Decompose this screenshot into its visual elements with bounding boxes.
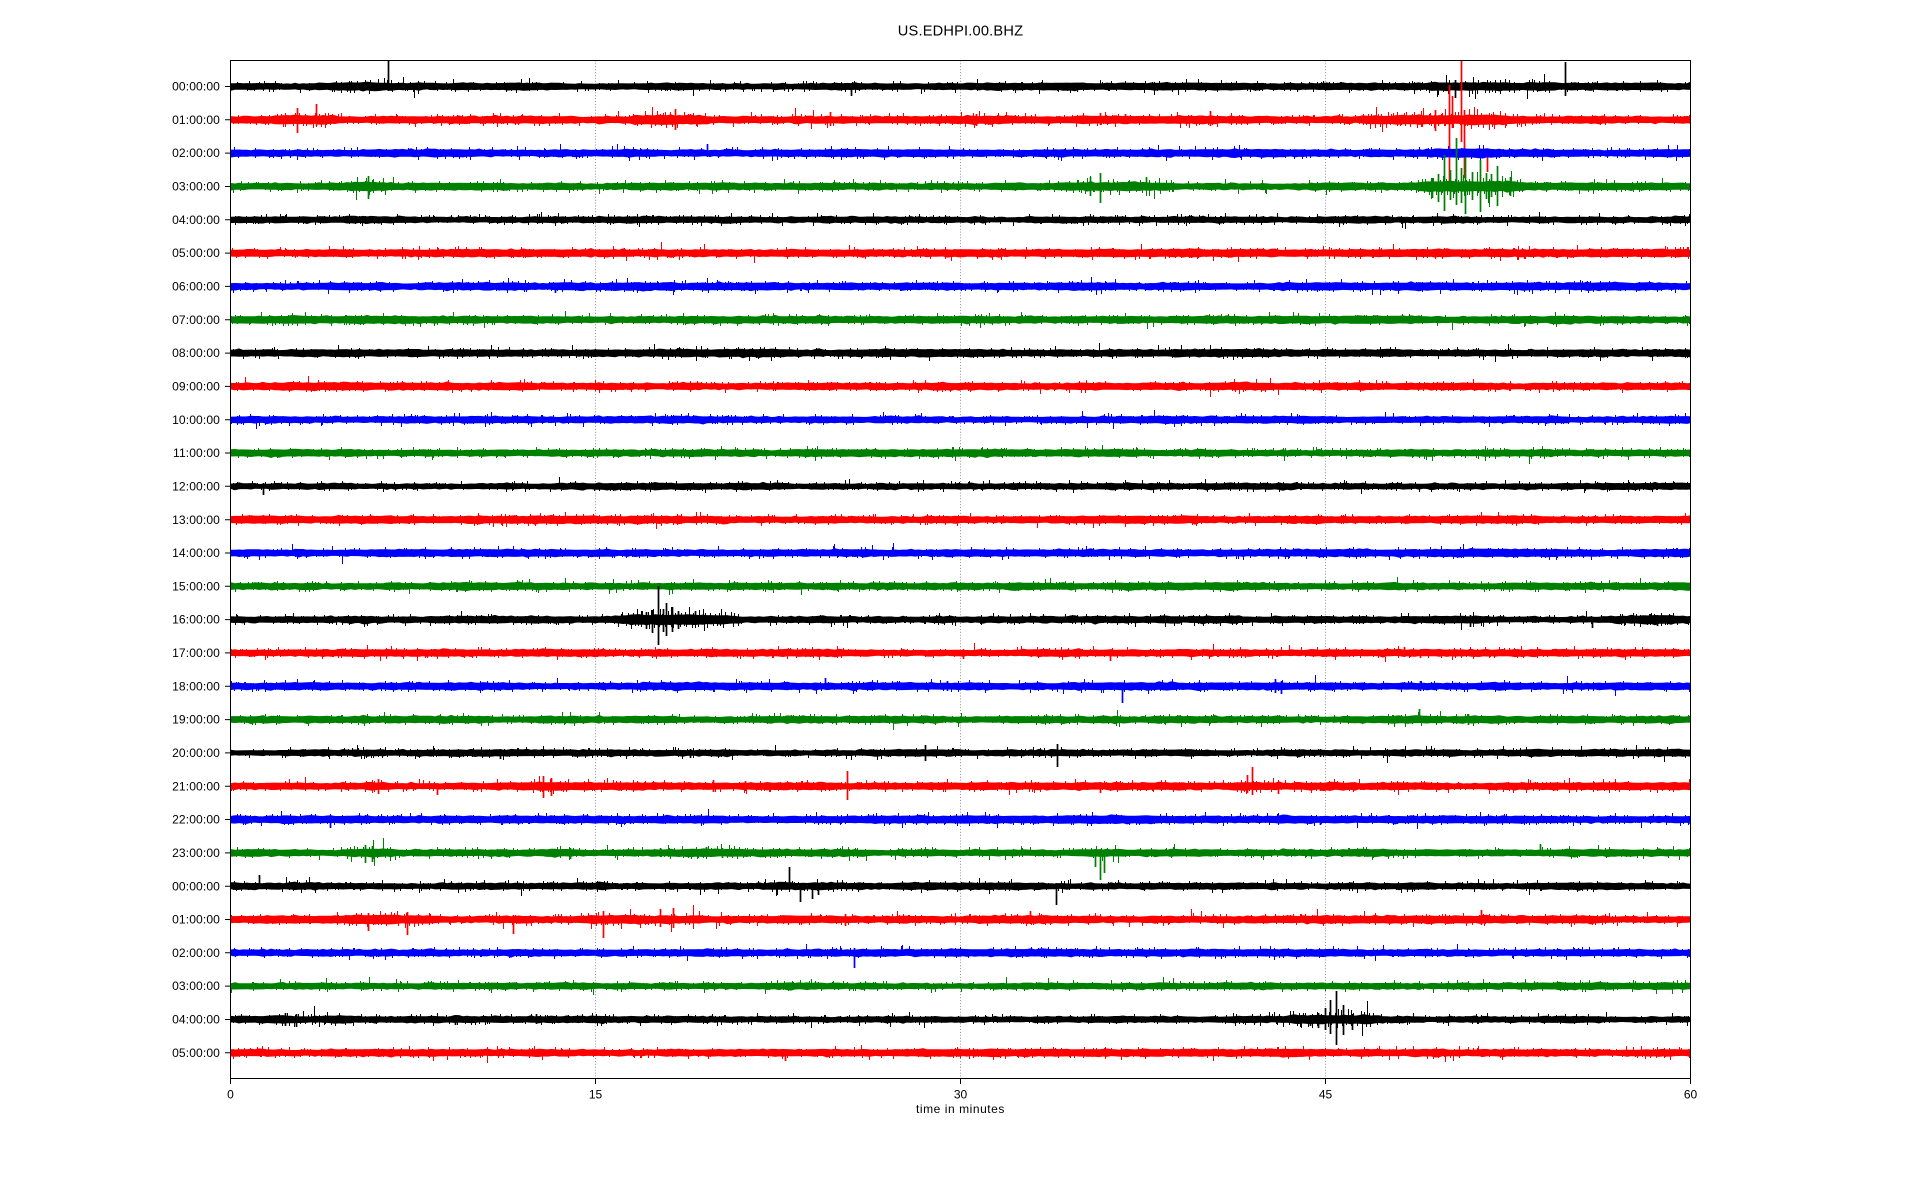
svg-text:02:00:00: 02:00:00: [172, 146, 220, 160]
svg-text:0: 0: [227, 1088, 234, 1102]
svg-text:10:00:00: 10:00:00: [172, 413, 220, 427]
svg-text:04:00:00: 04:00:00: [172, 1013, 220, 1027]
svg-text:01:00:00: 01:00:00: [172, 113, 220, 127]
svg-text:30: 30: [954, 1088, 968, 1102]
svg-text:15:00:00: 15:00:00: [172, 579, 220, 593]
svg-text:18:00:00: 18:00:00: [172, 679, 220, 693]
svg-text:12:00:00: 12:00:00: [172, 479, 220, 493]
svg-text:22:00:00: 22:00:00: [172, 813, 220, 827]
svg-text:05:00:00: 05:00:00: [172, 1046, 220, 1060]
svg-text:05:00:00: 05:00:00: [172, 246, 220, 260]
svg-text:01:00:00: 01:00:00: [172, 913, 220, 927]
svg-text:00:00:00: 00:00:00: [172, 80, 220, 94]
svg-text:00:00:00: 00:00:00: [172, 879, 220, 893]
svg-text:13:00:00: 13:00:00: [172, 513, 220, 527]
svg-text:21:00:00: 21:00:00: [172, 779, 220, 793]
svg-text:time in minutes: time in minutes: [916, 1102, 1005, 1116]
svg-text:09:00:00: 09:00:00: [172, 380, 220, 394]
svg-text:15: 15: [589, 1088, 603, 1102]
svg-text:03:00:00: 03:00:00: [172, 979, 220, 993]
svg-text:03:00:00: 03:00:00: [172, 180, 220, 194]
svg-text:16:00:00: 16:00:00: [172, 613, 220, 627]
svg-text:06:00:00: 06:00:00: [172, 280, 220, 294]
svg-text:19:00:00: 19:00:00: [172, 713, 220, 727]
svg-text:02:00:00: 02:00:00: [172, 946, 220, 960]
svg-text:08:00:00: 08:00:00: [172, 346, 220, 360]
svg-text:07:00:00: 07:00:00: [172, 313, 220, 327]
svg-text:US.EDHPI.00.BHZ: US.EDHPI.00.BHZ: [898, 24, 1023, 40]
svg-text:45: 45: [1319, 1088, 1333, 1102]
svg-text:04:00:00: 04:00:00: [172, 213, 220, 227]
svg-text:11:00:00: 11:00:00: [173, 446, 220, 460]
svg-text:20:00:00: 20:00:00: [172, 746, 220, 760]
svg-text:23:00:00: 23:00:00: [172, 846, 220, 860]
svg-text:14:00:00: 14:00:00: [172, 546, 220, 560]
svg-text:60: 60: [1684, 1088, 1698, 1102]
svg-text:17:00:00: 17:00:00: [172, 646, 220, 660]
